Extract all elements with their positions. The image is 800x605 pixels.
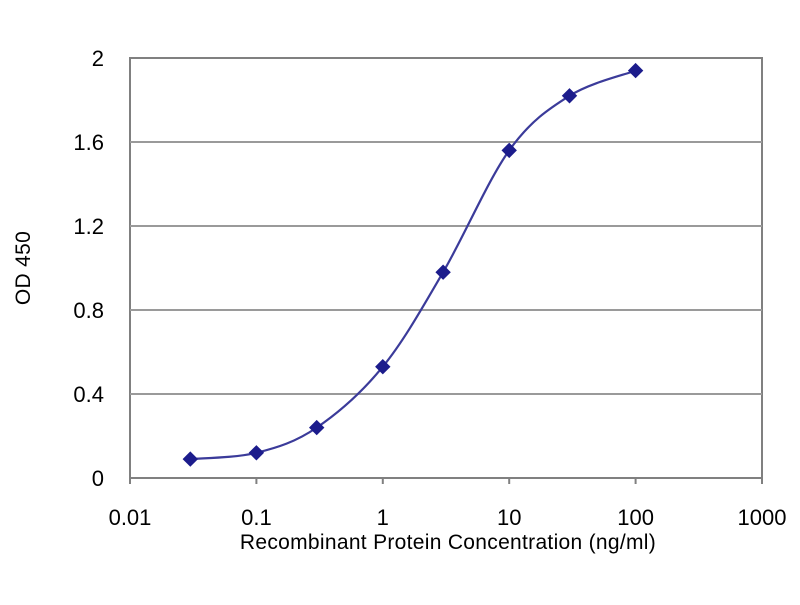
x-tick-label: 0.1	[241, 505, 272, 530]
x-tick-label: 1	[377, 505, 389, 530]
x-tick-label: 100	[617, 505, 654, 530]
data-point	[309, 419, 325, 436]
data-series	[182, 62, 644, 467]
data-point	[182, 451, 199, 467]
data-point	[501, 142, 517, 159]
data-point	[375, 358, 391, 375]
y-tick-label: 0.8	[73, 298, 104, 323]
x-tick-label: 1000	[738, 505, 787, 530]
data-point	[248, 445, 265, 461]
y-tick-label: 1.6	[73, 130, 104, 155]
data-point	[561, 88, 578, 104]
y-axis-title: OD 450	[12, 231, 35, 305]
grid-lines	[130, 141, 762, 395]
x-tick-label: 0.01	[109, 505, 152, 530]
series-line	[190, 69, 636, 461]
y-tick-label: 2	[92, 46, 104, 71]
x-axis-title: Recombinant Protein Concentration (ng/ml…	[240, 531, 656, 554]
y-tick-labels: 0 0.4 0.8 1.2 1.6 2	[73, 46, 104, 491]
x-tick-labels: 0.01 0.1 1 10 100 1000	[109, 478, 787, 530]
y-tick-label: 0	[92, 466, 104, 491]
y-tick-label: 1.2	[73, 214, 104, 239]
x-tick-label: 10	[497, 505, 521, 530]
data-point	[435, 264, 451, 280]
data-point	[627, 62, 644, 79]
y-tick-label: 0.4	[73, 382, 104, 407]
